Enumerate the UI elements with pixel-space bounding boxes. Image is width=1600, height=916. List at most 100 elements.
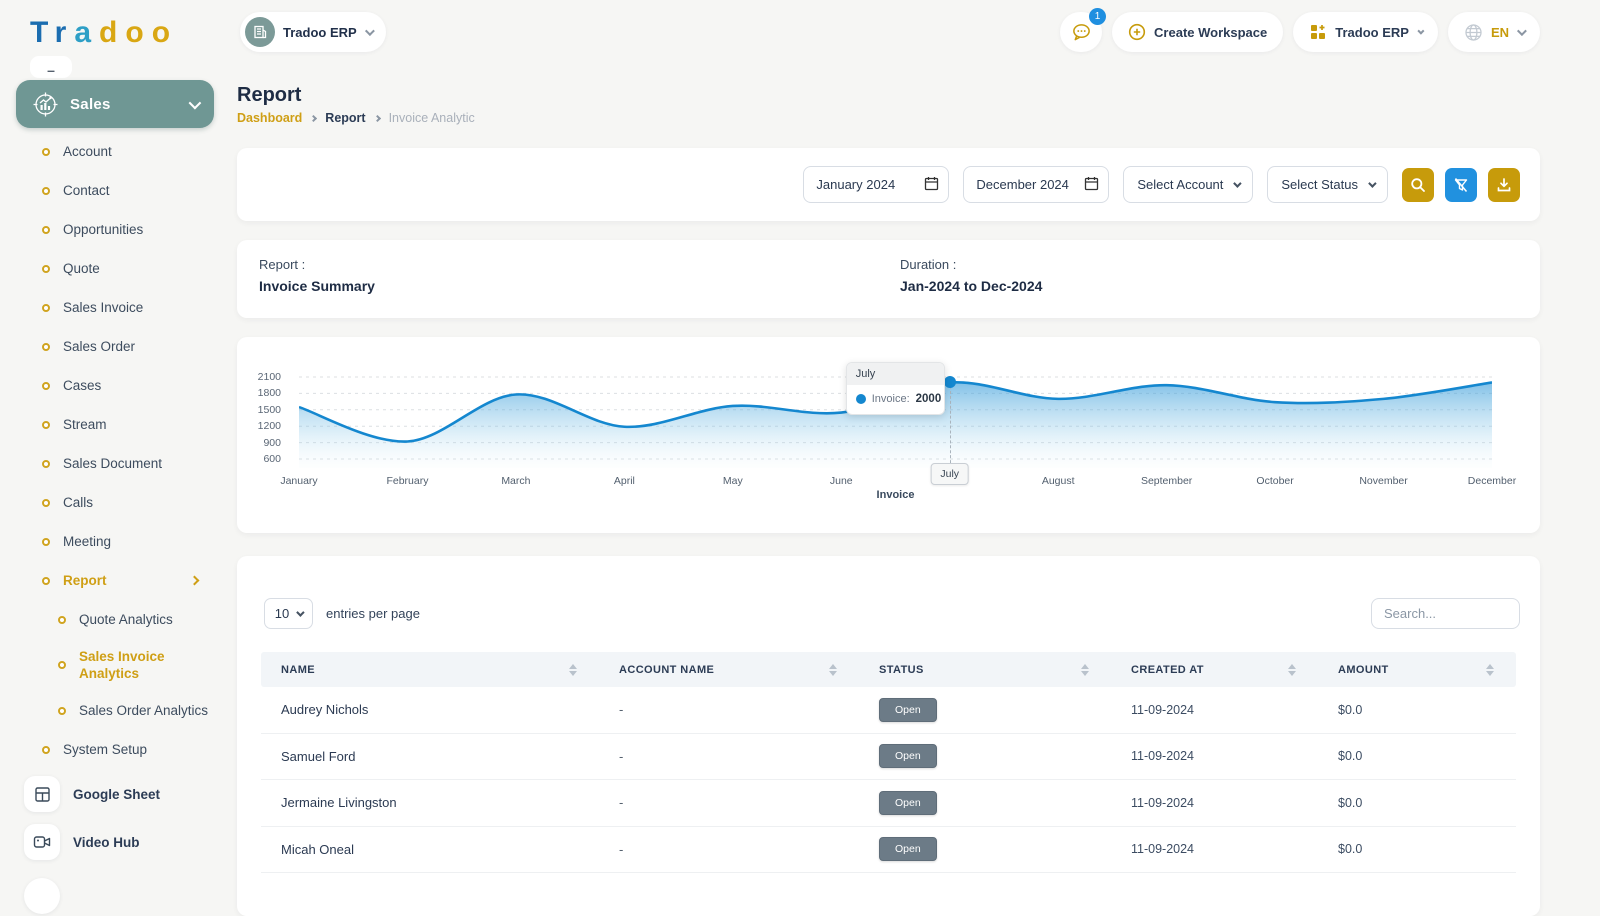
sidebar-item-label: Calls <box>63 495 94 510</box>
table-row[interactable]: Audrey Nichols - Open 11-09-2024 $0.0 <box>261 687 1516 734</box>
bullet-icon <box>58 706 66 715</box>
sort-icon[interactable] <box>569 663 577 676</box>
chevron-right-icon <box>310 114 318 122</box>
cell-status: Open <box>859 837 1111 862</box>
table-row[interactable]: Micah Oneal - Open 11-09-2024 $0.0 <box>261 827 1516 873</box>
sort-icon[interactable] <box>1081 663 1089 676</box>
chevron-down-icon <box>1417 27 1425 35</box>
series-dot-icon <box>855 394 866 405</box>
table-row[interactable]: Samuel Ford - Open 11-09-2024 $0.0 <box>261 734 1516 780</box>
sidebar-item-contact[interactable]: Contact <box>16 171 214 210</box>
entries-per-page-label: entries per page <box>326 606 420 621</box>
tenant-selector[interactable]: Tradoo ERP <box>1293 12 1438 52</box>
sidebar-item-sales-document[interactable]: Sales Document <box>16 444 214 483</box>
plus-circle-icon <box>1128 23 1146 41</box>
chart-x-label: Invoice <box>876 489 915 501</box>
breadcrumb-dashboard[interactable]: Dashboard <box>237 111 303 125</box>
notification-badge: 1 <box>1089 8 1107 25</box>
column-header-status[interactable]: STATUS <box>859 663 1111 676</box>
x-axis-tick: June <box>829 475 853 487</box>
column-header-name[interactable]: NAME <box>261 663 599 676</box>
bullet-icon <box>58 661 66 669</box>
clear-filter-button[interactable] <box>1445 167 1477 202</box>
y-axis-tick: 600 <box>263 453 281 465</box>
select-account-dropdown[interactable]: Select Account <box>1123 166 1254 203</box>
sidebar-item-label: Report <box>63 573 107 588</box>
sidebar-item-sales-order-analytics[interactable]: Sales Order Analytics <box>16 691 214 730</box>
chevron-down-icon <box>1516 25 1527 36</box>
search-button[interactable] <box>1402 167 1434 202</box>
logo-letter: d <box>99 16 126 49</box>
chevron-right-icon <box>189 575 200 586</box>
from-date-input[interactable] <box>803 166 950 203</box>
bullet-icon <box>42 381 50 390</box>
breadcrumb-report[interactable]: Report <box>325 111 366 125</box>
cell-name: Samuel Ford <box>281 748 356 764</box>
sidebar-item-meeting[interactable]: Meeting <box>16 522 214 561</box>
x-axis-tick: February <box>386 475 429 487</box>
chat-button[interactable]: 1 <box>1060 8 1107 52</box>
cell-created-at: 11-09-2024 <box>1131 795 1195 810</box>
language-selector[interactable]: EN <box>1447 12 1540 52</box>
sidebar-item-sales-order[interactable]: Sales Order <box>16 327 214 366</box>
sidebar-item-report[interactable]: Report <box>16 561 214 600</box>
bullet-icon <box>58 615 66 624</box>
select-status-dropdown[interactable]: Select Status <box>1267 166 1388 203</box>
cell-name: Jermaine Livingston <box>281 795 397 811</box>
bullet-icon <box>42 147 50 156</box>
sidebar-item-google-sheet[interactable]: Google Sheet <box>16 771 214 817</box>
column-header-created-at[interactable]: CREATED AT <box>1111 663 1318 676</box>
x-axis-tick: May <box>722 475 743 487</box>
sidebar-item-video-hub[interactable]: Video Hub <box>16 819 214 865</box>
cell-account-name: - <box>619 841 624 857</box>
download-button[interactable] <box>1488 167 1520 202</box>
bullet-icon <box>42 225 50 234</box>
y-axis-tick: 2100 <box>257 371 281 383</box>
sheet-icon <box>24 776 60 812</box>
cell-account-name: - <box>619 748 624 764</box>
sort-icon[interactable] <box>1486 663 1494 676</box>
bullet-icon <box>42 745 50 754</box>
sidebar-item-sales-invoice-analytics[interactable]: Sales Invoice Analytics <box>16 639 214 691</box>
chart-point-marker <box>943 376 956 389</box>
create-workspace-button[interactable]: Create Workspace <box>1112 12 1284 52</box>
y-axis-tick: 1800 <box>257 387 281 400</box>
chart-plot-area[interactable]: July Invoice: 2000 <box>299 362 1492 471</box>
sidebar-item-system-setup[interactable]: System Setup <box>16 730 214 769</box>
sidebar-item-stream[interactable]: Stream <box>16 405 214 444</box>
column-header-account-name[interactable]: ACCOUNT NAME <box>599 663 859 676</box>
cell-status: Open <box>859 790 1111 815</box>
sidebar-item-sales-invoice[interactable]: Sales Invoice <box>16 288 214 327</box>
workspace-selector[interactable]: Tradoo ERP <box>240 12 386 52</box>
sort-icon[interactable] <box>1288 663 1296 676</box>
logo-letter: o <box>125 16 152 49</box>
sidebar-item-quote[interactable]: Quote <box>16 249 214 288</box>
bullet-icon <box>42 186 50 195</box>
from-date-wrap <box>803 166 950 203</box>
table-row[interactable]: Jermaine Livingston - Open 11-09-2024 $0.0 <box>261 780 1516 827</box>
cell-amount: $0.0 <box>1338 749 1363 764</box>
sidebar-item-cases[interactable]: Cases <box>16 366 214 405</box>
cell-status: Open <box>859 744 1111 769</box>
sidebar-item-label: Stream <box>63 417 107 432</box>
status-badge: Open <box>879 697 937 722</box>
table-search-input[interactable] <box>1371 598 1520 629</box>
sidebar-item-calls[interactable]: Calls <box>16 483 214 522</box>
column-label: CREATED AT <box>1131 663 1204 676</box>
sort-icon[interactable] <box>829 663 837 676</box>
invoice-table-card: 10 entries per page NAME ACCOUNT NAME STAT… <box>237 556 1540 916</box>
sidebar-item-quote-analytics[interactable]: Quote Analytics <box>16 600 214 639</box>
to-date-input[interactable] <box>963 166 1110 203</box>
sidebar-section-sales[interactable]: Sales <box>16 80 214 128</box>
sidebar-collapse-toggle[interactable]: – <box>30 56 72 78</box>
sidebar-item-opportunities[interactable]: Opportunities <box>16 210 214 249</box>
bullet-icon <box>42 459 50 468</box>
page-size-select[interactable]: 10 <box>264 598 313 629</box>
workspace-name: Tradoo ERP <box>283 24 357 40</box>
column-header-amount[interactable]: AMOUNT <box>1318 663 1516 676</box>
cell-amount: $0.0 <box>1338 842 1363 857</box>
sidebar-item-account[interactable]: Account <box>16 132 214 171</box>
sidebar-section-label: Sales <box>70 95 111 113</box>
x-axis-tick: November <box>1359 475 1408 487</box>
report-value: Invoice Summary <box>259 278 375 294</box>
